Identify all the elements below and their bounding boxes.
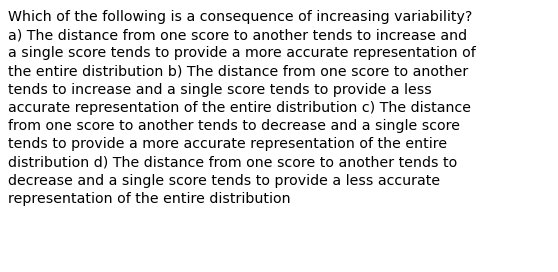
Text: Which of the following is a consequence of increasing variability?
a) The distan: Which of the following is a consequence … (8, 10, 476, 206)
